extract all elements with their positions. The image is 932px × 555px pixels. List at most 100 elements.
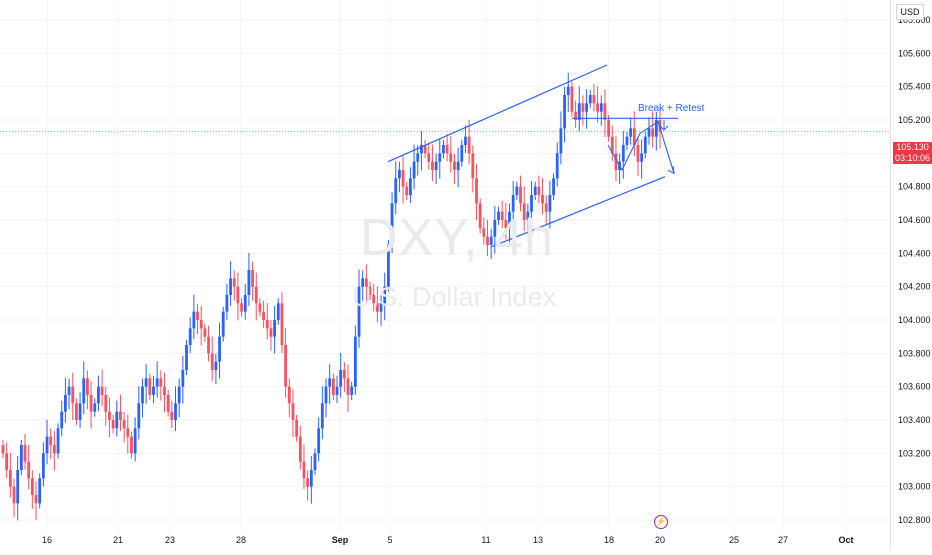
candle: [63, 395, 67, 412]
candle: [577, 103, 581, 120]
candle: [71, 386, 75, 404]
candle: [364, 278, 368, 287]
candle: [379, 303, 383, 312]
x-tick-label: 20: [655, 535, 665, 545]
candle: [607, 120, 611, 137]
y-tick-label: 103.800: [898, 348, 931, 358]
candle: [291, 403, 295, 420]
candle: [434, 161, 438, 170]
candle: [324, 386, 328, 404]
candle: [431, 161, 434, 170]
candle: [67, 386, 71, 395]
candle: [442, 145, 445, 154]
x-tick-label: 13: [533, 535, 543, 545]
candle: [372, 295, 376, 304]
candle: [111, 420, 115, 429]
channel-upper-line: [387, 64, 608, 163]
y-tick-label: 105.600: [898, 48, 931, 58]
candle: [232, 278, 236, 287]
candle: [122, 420, 126, 429]
candle: [155, 378, 159, 387]
candle: [317, 428, 321, 454]
candle: [654, 120, 658, 137]
candle: [108, 411, 111, 420]
x-tick-label: 28: [236, 535, 246, 545]
candle: [82, 378, 86, 404]
candle: [100, 386, 104, 395]
candle: [331, 378, 335, 395]
candle: [625, 136, 629, 145]
candle: [177, 386, 181, 404]
candle: [438, 153, 442, 162]
candle: [251, 270, 254, 287]
candle: [236, 286, 240, 304]
candle: [621, 145, 625, 162]
candle: [52, 445, 56, 454]
candle: [254, 286, 258, 304]
candle: [229, 278, 232, 295]
candle: [585, 103, 588, 112]
candle: [115, 411, 119, 429]
candle: [188, 328, 192, 345]
candle: [181, 370, 185, 387]
candle: [192, 311, 196, 329]
candle: [519, 186, 522, 204]
candle: [511, 195, 515, 212]
candle: [445, 145, 449, 154]
candle: [350, 386, 354, 395]
candle: [522, 203, 526, 220]
candle: [280, 303, 284, 345]
candle: [632, 128, 636, 145]
x-tick-label: 27: [778, 535, 788, 545]
candle: [320, 403, 324, 429]
candle: [533, 186, 537, 195]
candle: [508, 211, 511, 229]
candle: [456, 161, 460, 170]
candle: [265, 320, 269, 329]
candle: [460, 145, 464, 162]
y-tick-label: 104.000: [898, 315, 931, 325]
candle: [368, 286, 372, 295]
y-tick-label: 104.800: [898, 182, 931, 192]
candle: [464, 136, 467, 145]
candle: [45, 436, 49, 454]
candle: [335, 386, 339, 395]
candle: [8, 470, 12, 487]
candle: [133, 428, 137, 454]
y-tick-label: 104.600: [898, 215, 931, 225]
candle: [596, 103, 600, 112]
candle: [302, 461, 306, 479]
lightning-bolt-icon[interactable]: ⚡: [654, 515, 668, 529]
candle: [137, 403, 141, 429]
x-tick-label: 21: [113, 535, 123, 545]
candle: [581, 103, 585, 112]
candle: [30, 478, 34, 495]
candle: [262, 311, 265, 320]
candle: [78, 403, 82, 420]
candle: [159, 378, 163, 387]
candle: [5, 453, 9, 470]
candle: [27, 461, 31, 479]
y-tick-label: 105.400: [898, 82, 931, 92]
y-tick-label: 103.600: [898, 382, 931, 392]
x-tick-label: Oct: [838, 535, 853, 545]
candle: [526, 211, 530, 220]
candle: [276, 303, 280, 320]
candle: [530, 195, 533, 212]
candle: [375, 303, 379, 312]
currency-selector[interactable]: USD: [896, 4, 924, 20]
break-retest-annotation[interactable]: Break + Retest: [638, 103, 705, 114]
candle: [559, 128, 563, 154]
candle: [489, 236, 493, 245]
candle: [361, 278, 365, 287]
candle: [548, 195, 552, 212]
candle: [328, 378, 332, 387]
candle: [427, 153, 431, 162]
y-tick-label: 104.400: [898, 248, 931, 258]
candle: [504, 220, 508, 229]
candle: [478, 203, 482, 229]
candle: [339, 370, 343, 387]
candle: [163, 386, 166, 395]
